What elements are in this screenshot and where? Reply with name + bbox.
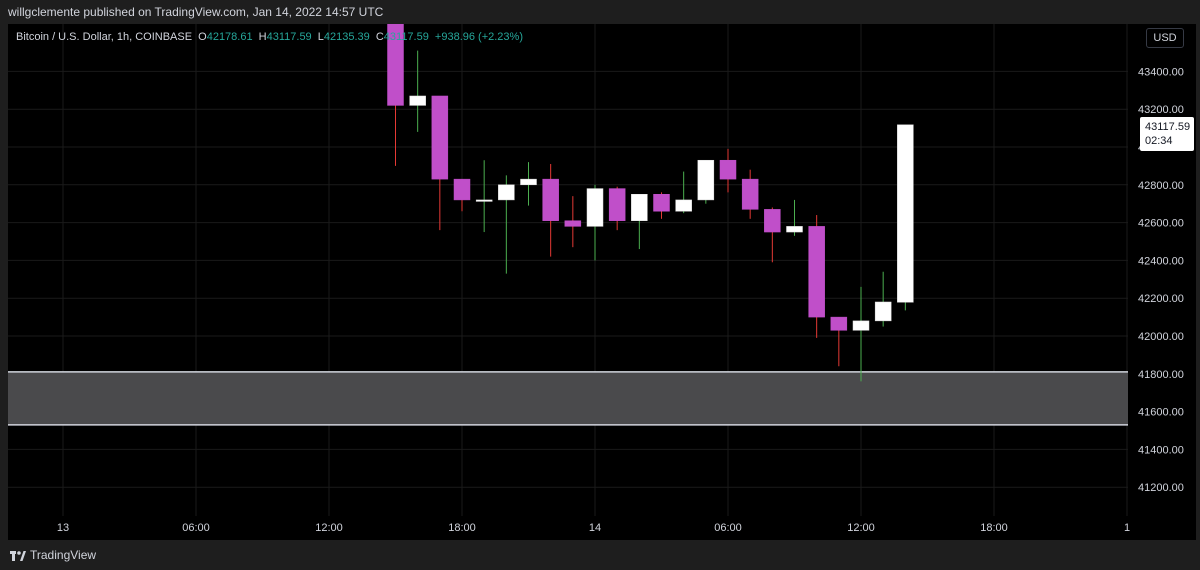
- support-zone: [8, 371, 1128, 425]
- candle: [498, 175, 515, 274]
- price-tick-label: 42000.00: [1138, 331, 1184, 343]
- bar-countdown: 02:34: [1145, 135, 1173, 147]
- candle: [653, 192, 670, 219]
- candle: [520, 162, 537, 206]
- candle-body-up: [874, 301, 892, 322]
- candle: [764, 207, 781, 263]
- candle: [453, 178, 471, 212]
- price-tick-label: 41400.00: [1138, 444, 1184, 456]
- candle: [874, 271, 892, 327]
- candle-body-down: [830, 316, 848, 331]
- price-tick-label: 41200.00: [1138, 482, 1184, 494]
- price-tick-label: 42200.00: [1138, 293, 1184, 305]
- candles-group: [387, 24, 914, 382]
- price-axis: 41200.00 41400.00 41600.00 41800.00 42000.00…: [1138, 66, 1184, 494]
- candle: [431, 95, 449, 231]
- publisher-bar: willgclemente published on TradingView.c…: [0, 0, 1200, 24]
- candle: [586, 184, 604, 261]
- candle-body-up: [786, 226, 803, 233]
- candle-body-down: [431, 95, 449, 180]
- grid-lines: [8, 24, 1128, 516]
- time-tick-label: 18:00: [980, 522, 1008, 534]
- candle-body-up: [897, 124, 914, 303]
- time-tick-label: 1: [1124, 522, 1130, 534]
- candle: [808, 215, 825, 338]
- candle: [387, 24, 404, 166]
- time-tick-label: 06:00: [714, 522, 742, 534]
- time-axis: 13 06:00 12:00 18:00 14 06:00 12:00 18:00 1: [57, 522, 1130, 534]
- candle-body-up: [520, 178, 537, 186]
- tradingview-logo-icon: [10, 551, 26, 561]
- candle-body-up: [631, 194, 648, 221]
- candle-body-down: [741, 178, 759, 210]
- candle: [786, 199, 803, 236]
- candle: [719, 148, 737, 193]
- candle-body-up: [697, 159, 715, 201]
- time-tick-label: 14: [589, 522, 601, 534]
- candle: [741, 169, 759, 219]
- currency-button[interactable]: USD: [1146, 28, 1184, 48]
- candle: [608, 186, 626, 231]
- candle-body-up: [475, 199, 493, 202]
- candle-body-up: [586, 188, 604, 227]
- time-tick-label: 06:00: [182, 522, 210, 534]
- candle-body-down: [764, 209, 781, 233]
- candle-body-down: [719, 159, 737, 180]
- price-tick-label: 41800.00: [1138, 369, 1184, 381]
- price-tick-label: 43400.00: [1138, 66, 1184, 78]
- candle: [409, 50, 426, 132]
- footer: TradingView: [0, 540, 1200, 570]
- price-tick-label: 42400.00: [1138, 255, 1184, 267]
- chart-area[interactable]: 41200.00 41400.00 41600.00 41800.00 42000.00…: [8, 24, 1196, 540]
- candle-body-up: [675, 199, 692, 212]
- price-tick-label: 42800.00: [1138, 180, 1184, 192]
- last-price-label: 43117.59 02:34: [1140, 117, 1194, 151]
- time-tick-label: 12:00: [847, 522, 875, 534]
- time-tick-label: 18:00: [448, 522, 476, 534]
- price-tick-label: 43200.00: [1138, 104, 1184, 116]
- candle: [697, 159, 715, 204]
- candle-body-up: [852, 320, 870, 331]
- candle: [675, 171, 692, 214]
- time-tick-label: 13: [57, 522, 69, 534]
- candle: [564, 196, 582, 248]
- candle-body-down: [564, 220, 582, 227]
- tradingview-brand: TradingView: [30, 548, 97, 562]
- candle-body-up: [409, 95, 426, 106]
- price-chart[interactable]: 41200.00 41400.00 41600.00 41800.00 42000.00…: [8, 24, 1196, 540]
- candle: [897, 124, 914, 311]
- candle-body-down: [453, 178, 471, 201]
- last-price-value: 43117.59: [1145, 121, 1191, 133]
- candle-body-down: [608, 188, 626, 221]
- candle: [542, 164, 559, 257]
- candle-body-down: [387, 24, 404, 106]
- candle: [830, 316, 848, 367]
- candle: [475, 160, 493, 233]
- candle-body-down: [542, 178, 559, 221]
- candle-body-up: [498, 184, 515, 201]
- time-tick-label: 12:00: [315, 522, 343, 534]
- price-tick-label: 41600.00: [1138, 407, 1184, 419]
- candle: [631, 194, 648, 250]
- candle-body-down: [653, 194, 670, 212]
- price-tick-label: 42600.00: [1138, 218, 1184, 230]
- publisher-line: willgclemente published on TradingView.c…: [8, 5, 384, 19]
- candle: [852, 286, 870, 382]
- candle-body-down: [808, 226, 825, 318]
